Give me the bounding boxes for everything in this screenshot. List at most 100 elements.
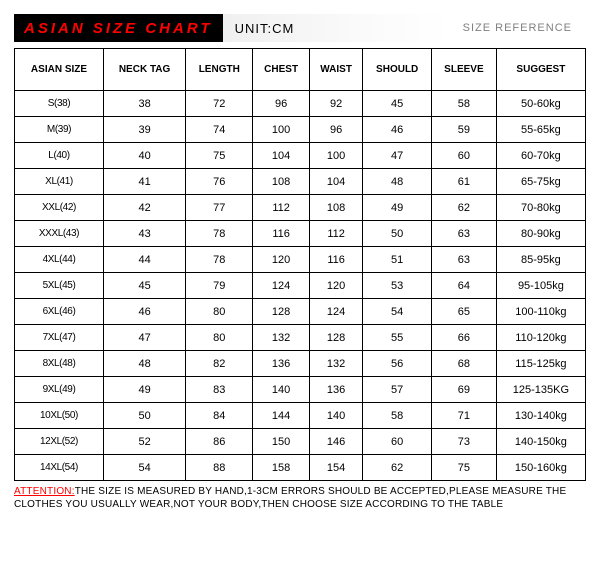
table-cell: M(39): [15, 117, 104, 143]
table-row: 14XL(54)54881581546275150-160kg: [15, 455, 586, 481]
table-cell: 104: [309, 169, 362, 195]
table-cell: 92: [309, 91, 362, 117]
table-cell: 116: [309, 247, 362, 273]
table-cell: 112: [253, 195, 310, 221]
unit-label: UNIT:CM: [235, 21, 295, 36]
table-cell: 146: [309, 429, 362, 455]
table-cell: 116: [253, 221, 310, 247]
title-box: ASIAN SIZE CHART: [14, 14, 223, 42]
table-cell: 69: [432, 377, 497, 403]
table-cell: 144: [253, 403, 310, 429]
table-cell: 61: [432, 169, 497, 195]
table-row: S(38)38729692455850-60kg: [15, 91, 586, 117]
table-cell: 48: [103, 351, 185, 377]
table-row: M(39)397410096465955-65kg: [15, 117, 586, 143]
table-cell: 75: [432, 455, 497, 481]
table-cell: 96: [309, 117, 362, 143]
table-cell: 88: [186, 455, 253, 481]
table-cell: 128: [309, 325, 362, 351]
table-cell: 120: [253, 247, 310, 273]
table-cell: 72: [186, 91, 253, 117]
table-cell: 110-120kg: [496, 325, 585, 351]
attention-text: THE SIZE IS MEASURED BY HAND,1-3CM ERROR…: [14, 486, 566, 510]
table-cell: 42: [103, 195, 185, 221]
table-cell: 83: [186, 377, 253, 403]
table-cell: 14XL(54): [15, 455, 104, 481]
table-cell: 46: [363, 117, 432, 143]
table-cell: 7XL(47): [15, 325, 104, 351]
table-cell: 76: [186, 169, 253, 195]
table-cell: 140: [309, 403, 362, 429]
table-cell: 60-70kg: [496, 143, 585, 169]
chart-title: ASIAN SIZE CHART: [24, 20, 213, 37]
table-cell: 58: [363, 403, 432, 429]
table-cell: 10XL(50): [15, 403, 104, 429]
table-cell: 45: [363, 91, 432, 117]
table-cell: 54: [363, 299, 432, 325]
table-cell: 78: [186, 247, 253, 273]
table-cell: 66: [432, 325, 497, 351]
table-row: XXL(42)4277112108496270-80kg: [15, 195, 586, 221]
table-cell: 65-75kg: [496, 169, 585, 195]
table-cell: 55-65kg: [496, 117, 585, 143]
table-cell: 38: [103, 91, 185, 117]
table-cell: 136: [309, 377, 362, 403]
table-row: 5XL(45)4579124120536495-105kg: [15, 273, 586, 299]
table-cell: 84: [186, 403, 253, 429]
table-cell: 60: [363, 429, 432, 455]
table-row: 12XL(52)52861501466073140-150kg: [15, 429, 586, 455]
table-cell: 73: [432, 429, 497, 455]
table-cell: 57: [363, 377, 432, 403]
table-row: 10XL(50)50841441405871130-140kg: [15, 403, 586, 429]
table-cell: 49: [363, 195, 432, 221]
column-header: CHEST: [253, 49, 310, 91]
table-row: L(40)4075104100476060-70kg: [15, 143, 586, 169]
table-cell: 64: [432, 273, 497, 299]
table-cell: L(40): [15, 143, 104, 169]
table-cell: 43: [103, 221, 185, 247]
table-cell: 154: [309, 455, 362, 481]
table-cell: 85-95kg: [496, 247, 585, 273]
table-row: XXXL(43)4378116112506380-90kg: [15, 221, 586, 247]
table-cell: 78: [186, 221, 253, 247]
table-cell: 50: [103, 403, 185, 429]
table-cell: 63: [432, 247, 497, 273]
table-cell: 45: [103, 273, 185, 299]
column-header: WAIST: [309, 49, 362, 91]
table-cell: 158: [253, 455, 310, 481]
table-cell: 75: [186, 143, 253, 169]
table-cell: 108: [253, 169, 310, 195]
attention-footer: ATTENTION:THE SIZE IS MEASURED BY HAND,1…: [14, 485, 586, 511]
table-cell: 9XL(49): [15, 377, 104, 403]
table-row: 8XL(48)48821361325668115-125kg: [15, 351, 586, 377]
table-cell: 63: [432, 221, 497, 247]
table-cell: S(38): [15, 91, 104, 117]
table-header: ASIAN SIZENECK TAGLENGTHCHESTWAISTSHOULD…: [15, 49, 586, 91]
table-cell: 108: [309, 195, 362, 221]
table-row: 9XL(49)49831401365769125-135KG: [15, 377, 586, 403]
column-header: ASIAN SIZE: [15, 49, 104, 91]
table-cell: XXXL(43): [15, 221, 104, 247]
table-cell: 8XL(48): [15, 351, 104, 377]
table-cell: 5XL(45): [15, 273, 104, 299]
column-header: NECK TAG: [103, 49, 185, 91]
table-cell: 80: [186, 299, 253, 325]
table-cell: 47: [103, 325, 185, 351]
table-cell: 49: [103, 377, 185, 403]
table-cell: 62: [363, 455, 432, 481]
table-cell: 80-90kg: [496, 221, 585, 247]
table-cell: 124: [309, 299, 362, 325]
table-cell: 59: [432, 117, 497, 143]
table-cell: XL(41): [15, 169, 104, 195]
table-cell: 4XL(44): [15, 247, 104, 273]
column-header: SHOULD: [363, 49, 432, 91]
table-cell: XXL(42): [15, 195, 104, 221]
table-cell: 68: [432, 351, 497, 377]
table-cell: 77: [186, 195, 253, 221]
table-cell: 74: [186, 117, 253, 143]
table-cell: 60: [432, 143, 497, 169]
table-cell: 54: [103, 455, 185, 481]
header-row: ASIAN SIZENECK TAGLENGTHCHESTWAISTSHOULD…: [15, 49, 586, 91]
table-cell: 47: [363, 143, 432, 169]
attention-label: ATTENTION:: [14, 486, 75, 497]
